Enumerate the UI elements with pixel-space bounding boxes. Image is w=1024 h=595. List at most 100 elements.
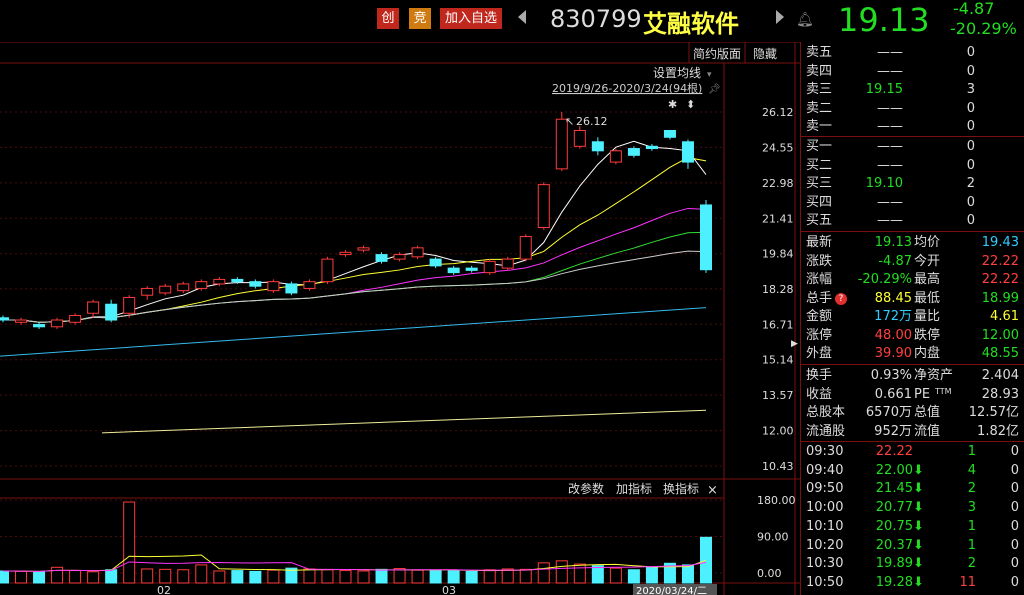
candle — [663, 130, 676, 140]
stat-value: 22.22 — [981, 272, 1019, 287]
stat-row: 涨跌 -4.87 今开 22.22 — [801, 253, 1024, 271]
volume-bar — [51, 566, 64, 584]
volume-bar — [177, 569, 190, 584]
date-range-label: 2019/9/26-2020/3/24(94根) — [552, 81, 702, 95]
stat-row: 总手 88.45 最低 18.99? — [801, 290, 1024, 308]
bell-icon[interactable]: 🔔︎ — [796, 12, 814, 28]
volume-bar — [591, 565, 604, 584]
candle — [15, 317, 28, 325]
trade-count: 0 — [1010, 518, 1019, 534]
change-params-button[interactable]: 改参数 — [568, 481, 604, 496]
pin-icon[interactable]: 📌︎ — [708, 83, 721, 95]
stat-label: 最低 — [914, 290, 941, 306]
candle — [177, 281, 190, 293]
trade-volume: 4 — [967, 462, 976, 478]
candle — [231, 277, 244, 284]
trade-volume: 11 — [959, 574, 976, 590]
panel-divider — [801, 441, 1024, 442]
ask-volume: 0 — [966, 45, 975, 60]
stat-row: 外盘 39.90 内盘 48.55 — [801, 345, 1024, 363]
stat-value: 88.45 — [874, 290, 912, 306]
trade-count: 0 — [1010, 444, 1019, 459]
updown-icon[interactable]: ⬍ — [686, 98, 695, 111]
candle — [213, 277, 226, 287]
price-axis-tick: 26.12 — [762, 106, 794, 119]
stat-label: 涨幅 — [806, 272, 833, 287]
trade-row: 10:20 20.37 ⬇ 1 0 — [801, 537, 1024, 555]
stat-value: 19.43 — [981, 235, 1019, 250]
panel-divider — [801, 364, 1024, 365]
hide-button[interactable]: 隐藏 — [753, 47, 777, 61]
candle — [393, 252, 406, 262]
collapse-panel-icon[interactable]: ▶ — [791, 339, 798, 349]
volume-bar — [465, 570, 478, 584]
bid-price: —— — [877, 213, 903, 228]
candle — [429, 256, 442, 269]
ask-row: 卖四 —— 0 — [801, 63, 1024, 81]
candle — [681, 139, 694, 169]
bid-row: 买一 —— 0 — [801, 138, 1024, 156]
prev-stock-icon[interactable] — [518, 10, 526, 24]
volume-bar — [303, 568, 316, 584]
volume-bar — [519, 568, 532, 584]
trade-time: 09:30 — [806, 444, 844, 459]
trade-time: 10:30 — [806, 556, 844, 572]
set-ma-button[interactable]: 设置均线 — [653, 66, 701, 80]
candle — [591, 137, 604, 156]
volume-bar — [105, 569, 118, 584]
add-indicator-button[interactable]: 加指标 — [616, 481, 652, 496]
price-axis-tick: 15.14 — [762, 354, 794, 367]
volume-bar — [321, 569, 334, 584]
trade-volume: 1 — [967, 518, 976, 534]
volume-bar — [213, 570, 226, 584]
switch-indicator-button[interactable]: 换指标 — [663, 481, 699, 496]
info-value: 6570万 — [865, 405, 912, 420]
compact-layout-button[interactable]: 简约版面 — [693, 46, 741, 61]
candle — [519, 234, 532, 262]
candle — [501, 256, 514, 271]
trade-volume: 2 — [967, 481, 976, 497]
ask-level-label: 卖四 — [806, 63, 833, 79]
ma250-line — [101, 409, 707, 434]
close-indicator-button[interactable]: × — [707, 483, 718, 498]
trade-count: 0 — [1010, 500, 1019, 516]
quote-panel: 卖五 —— 0 卖四 —— 0 卖三 19.15 3 卖二 —— 0 卖一 —— 0 买一 —— 0 买二 —— 0 买三… — [800, 42, 1024, 595]
bid-price: —— — [877, 194, 903, 210]
info-value: 28.93 — [981, 386, 1019, 402]
trade-price: 19.28 — [875, 574, 913, 590]
candle — [537, 182, 550, 230]
ask-level-label: 卖二 — [806, 100, 833, 116]
trade-count: 0 — [1010, 574, 1019, 590]
chevron-down-icon[interactable]: ▾ — [707, 70, 712, 80]
stat-label: 涨停 — [806, 327, 833, 343]
volume-bar — [555, 560, 568, 584]
volume-bar — [411, 569, 424, 584]
candle — [267, 279, 280, 293]
volume-bar — [681, 564, 694, 584]
stat-row: 金额 172万 量比 4.61 — [801, 308, 1024, 326]
kline-chart[interactable]: 简约版面 隐藏 设置均线 ▾ 2019/9/26-2020/3/24(94根) … — [0, 42, 800, 595]
star-icon[interactable]: ✱ — [668, 98, 677, 111]
volume-bar — [645, 566, 658, 584]
trade-down-arrow-icon: ⬇ — [913, 481, 924, 497]
info-label: 流通股 — [806, 423, 846, 439]
bid-price: 19.10 — [865, 176, 903, 191]
next-stock-icon[interactable] — [776, 10, 784, 24]
candle — [555, 112, 568, 172]
candle — [465, 265, 478, 273]
trade-count: 0 — [1010, 537, 1019, 553]
cursor-date-box — [633, 584, 717, 595]
volume-bar — [627, 569, 640, 584]
volume-bar — [573, 563, 586, 584]
stat-label: 总手 — [806, 290, 833, 306]
add-watchlist-button[interactable]: 加入自选 — [440, 8, 502, 29]
ask-price: —— — [877, 63, 903, 79]
info-row: 换手 0.93% 净资产 2.404 — [801, 367, 1024, 385]
stat-label: 今开 — [914, 253, 941, 269]
trade-row: 09:50 21.45 ⬇ 2 0 — [801, 480, 1024, 498]
ask-price: —— — [877, 119, 903, 134]
help-icon[interactable]: ? — [835, 292, 847, 305]
stat-row: 涨幅 -20.29% 最高 22.22 — [801, 271, 1024, 289]
price-axis-tick: 22.98 — [762, 177, 794, 190]
info-label: PE — [914, 386, 931, 402]
